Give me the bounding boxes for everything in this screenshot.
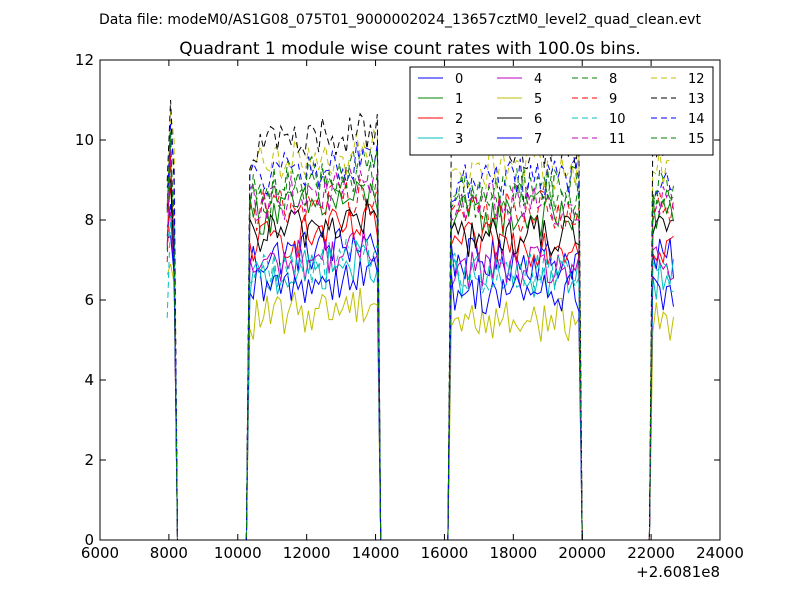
y-tick-label: 4 <box>84 371 94 389</box>
data-file-label: Data file: modeM0/AS1G08_075T01_90000020… <box>99 12 701 28</box>
y-tick-label: 10 <box>75 131 94 149</box>
legend-label-6: 6 <box>534 112 542 127</box>
legend-label-10: 10 <box>609 112 626 127</box>
x-tick-label: 10000 <box>214 544 262 562</box>
series-line-0 <box>166 203 674 540</box>
legend-label-14: 14 <box>688 112 705 127</box>
series-line-5 <box>166 263 674 540</box>
legend-label-5: 5 <box>534 92 542 107</box>
series-line-7 <box>166 235 674 540</box>
legend-label-4: 4 <box>534 72 542 87</box>
legend-label-13: 13 <box>688 92 705 107</box>
series-line-8 <box>166 139 674 540</box>
x-tick-label: 6000 <box>81 544 119 562</box>
legend-label-2: 2 <box>455 112 463 127</box>
x-tick-label: 16000 <box>421 544 469 562</box>
series-line-9 <box>166 155 674 540</box>
series-line-6 <box>166 178 674 540</box>
series-line-2 <box>166 187 674 540</box>
series-line-12 <box>166 111 674 540</box>
x-tick-label: 24000 <box>696 544 744 562</box>
legend-label-0: 0 <box>455 72 463 87</box>
chart-title: Quadrant 1 module wise count rates with … <box>179 39 640 59</box>
series-line-13 <box>166 99 674 540</box>
legend-label-9: 9 <box>609 92 617 107</box>
y-tick-label: 0 <box>84 531 94 549</box>
series-line-15 <box>166 131 674 540</box>
legend-label-15: 15 <box>688 132 705 147</box>
series-line-3 <box>166 223 674 540</box>
series-line-10 <box>166 215 674 540</box>
x-tick-label: 8000 <box>150 544 188 562</box>
series-line-14 <box>166 123 674 540</box>
legend-label-1: 1 <box>455 92 463 107</box>
plot-lines <box>166 99 674 540</box>
legend-label-12: 12 <box>688 72 705 87</box>
x-tick-label: 14000 <box>352 544 400 562</box>
series-line-11 <box>166 147 674 540</box>
x-offset-label: +2.6081e8 <box>636 563 720 581</box>
legend-label-8: 8 <box>609 72 617 87</box>
legend-label-3: 3 <box>455 132 463 147</box>
y-tick-label: 2 <box>84 451 94 469</box>
legend-label-7: 7 <box>534 132 542 147</box>
axis-ticks: 6000 8000 10000 12000 14000 16000 18000 20000 22… <box>75 51 744 562</box>
series-line-1 <box>166 159 674 540</box>
y-tick-label: 8 <box>84 211 94 229</box>
legend-label-11: 11 <box>609 132 626 147</box>
y-tick-label: 6 <box>84 291 94 309</box>
x-tick-label: 20000 <box>558 544 606 562</box>
series-line-4 <box>166 211 674 540</box>
legend-box <box>409 66 714 156</box>
x-tick-label: 18000 <box>489 544 537 562</box>
x-tick-label: 12000 <box>283 544 331 562</box>
x-tick-label: 22000 <box>627 544 675 562</box>
y-tick-label: 12 <box>75 51 94 69</box>
